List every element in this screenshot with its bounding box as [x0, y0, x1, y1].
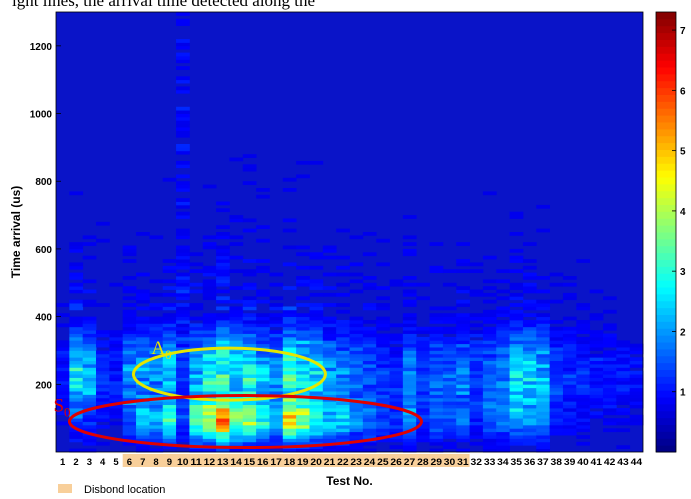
x-tick-label: 35 — [511, 457, 523, 468]
x-axis-label: Test No. — [326, 474, 372, 488]
a0-ellipse — [131, 346, 327, 402]
colorbar-tick-label: 3 — [680, 267, 686, 278]
heatmap-cells — [56, 12, 644, 453]
x-tick-label: 22 — [337, 457, 349, 468]
x-tick-label: 13 — [217, 457, 229, 468]
a0-label: A0 — [151, 338, 171, 362]
x-tick-label: 14 — [230, 457, 242, 468]
x-tick-label: 34 — [497, 457, 509, 468]
disbond-legend-label: Disbond location — [84, 484, 165, 496]
disbond-highlight — [122, 454, 470, 467]
x-tick-label: 19 — [297, 457, 309, 468]
x-tick-label: 23 — [350, 457, 362, 468]
plot-frame — [55, 11, 644, 453]
x-tick-label: 44 — [631, 457, 643, 468]
x-tick-label: 3 — [87, 457, 92, 468]
x-tick-label: 15 — [244, 457, 256, 468]
y-tick-label: 1000 — [30, 110, 53, 121]
colorbar-tick-label: 2 — [680, 327, 686, 338]
y-tick-label: 800 — [35, 177, 52, 188]
x-tick-label: 33 — [484, 457, 496, 468]
x-tick-label: 42 — [604, 457, 616, 468]
x-axis-ticks: 1 2 3 4 5 6 7 8 9 10 11 12 13 14 15 16 17 18 19 20 21 22 23 24 2… — [60, 454, 643, 468]
x-tick-label: 17 — [270, 457, 282, 468]
x-tick-label: 37 — [537, 457, 549, 468]
x-tick-label: 26 — [390, 457, 402, 468]
x-tick-label: 28 — [417, 457, 429, 468]
s0-ellipse — [67, 394, 423, 450]
annotations: A0 S0 — [53, 338, 423, 450]
x-tick-label: 29 — [430, 457, 442, 468]
x-tick-label: 39 — [564, 457, 576, 468]
colorbar-tick-label: 7 — [680, 26, 686, 37]
colorbar-tick-label: 4 — [680, 207, 686, 218]
x-tick-label: 24 — [364, 457, 376, 468]
x-tick-label: 16 — [257, 457, 269, 468]
x-tick-label: 4 — [100, 457, 106, 468]
colorbar-tick-label: 1 — [680, 388, 686, 399]
x-tick-label: 40 — [577, 457, 589, 468]
x-tick-label: 12 — [204, 457, 216, 468]
y-axis-ticks: 200 400 600 800 1000 1200 — [30, 42, 61, 391]
x-tick-label: 5 — [113, 457, 119, 468]
x-tick-label: 36 — [524, 457, 536, 468]
y-tick-label: 1200 — [30, 42, 53, 53]
x-tick-label: 38 — [551, 457, 563, 468]
x-tick-label: 41 — [591, 457, 603, 468]
x-tick-label: 18 — [284, 457, 296, 468]
x-tick-label: 21 — [324, 457, 336, 468]
x-tick-label: 2 — [73, 457, 78, 468]
x-tick-label: 10 — [177, 457, 189, 468]
colorbar-frame — [655, 11, 677, 453]
y-tick-label: 400 — [35, 313, 52, 324]
colorbar: 1 2 3 4 5 6 7 — [655, 11, 686, 453]
colorbar-tick-label: 5 — [680, 147, 686, 158]
x-tick-label: 9 — [167, 457, 172, 468]
disbond-legend-swatch — [58, 484, 72, 493]
x-tick-label: 25 — [377, 457, 389, 468]
y-tick-label: 600 — [35, 245, 52, 256]
y-tick-label: 200 — [35, 380, 52, 391]
x-tick-label: 7 — [140, 457, 145, 468]
x-tick-label: 30 — [444, 457, 456, 468]
y-axis-label: Time arrival (us) — [9, 186, 23, 278]
x-tick-label: 27 — [404, 457, 416, 468]
top-caption: ight lines, the arrival time detected al… — [12, 0, 316, 10]
x-tick-label: 11 — [190, 457, 202, 468]
x-tick-label: 20 — [310, 457, 322, 468]
s0-label: S0 — [53, 396, 70, 420]
colorbar-tick-label: 6 — [680, 86, 686, 97]
x-tick-label: 32 — [470, 457, 482, 468]
x-tick-label: 6 — [127, 457, 132, 468]
x-tick-label: 31 — [457, 457, 469, 468]
x-tick-label: 1 — [60, 457, 66, 468]
x-tick-label: 43 — [617, 457, 629, 468]
x-tick-label: 8 — [153, 457, 158, 468]
